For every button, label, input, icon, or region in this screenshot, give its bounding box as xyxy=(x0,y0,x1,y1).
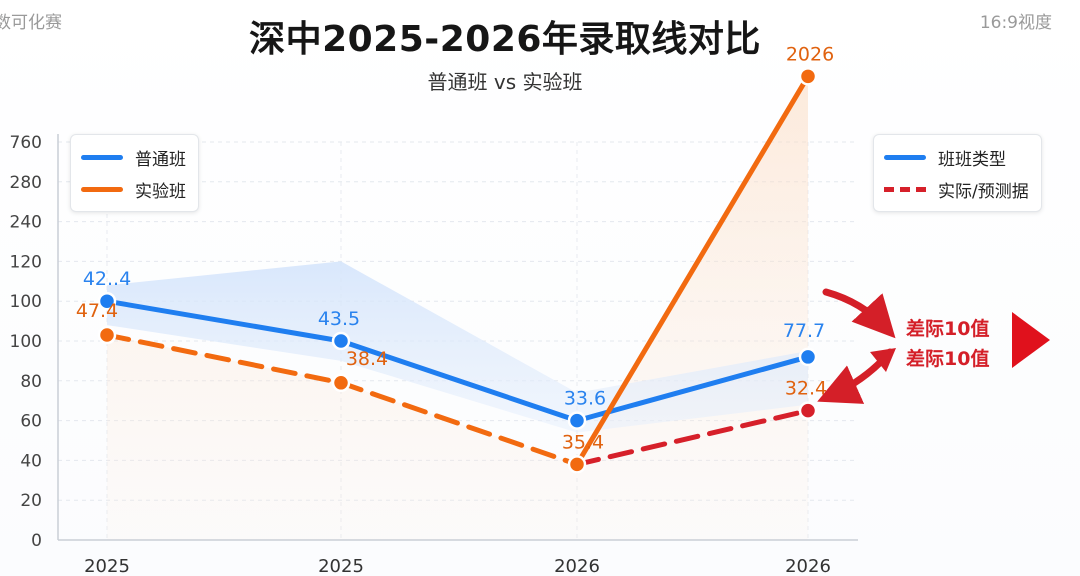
y-tick-label: 100 xyxy=(10,292,42,312)
x-tick-label: 2025 xyxy=(318,556,364,576)
legend-label: 实验班 xyxy=(135,181,186,202)
experimental-data-point xyxy=(331,373,351,393)
play-triangle-icon xyxy=(1012,312,1050,368)
experimental-data-label: 38.4 xyxy=(346,348,388,370)
y-tick-label: 80 xyxy=(20,372,42,392)
regular-data-label: 33.6 xyxy=(564,388,606,410)
legend-label: 班班类型 xyxy=(938,149,1006,170)
y-tick-label: 100 xyxy=(10,332,42,352)
y-tick-label: 280 xyxy=(10,173,42,193)
legend-right: 班班类型 实际/预测据 xyxy=(873,134,1042,212)
chart-subtitle: 普通班 vs 实验班 xyxy=(427,70,583,94)
experimental-2026-data-label: 2026 xyxy=(786,43,834,65)
legend-left: 普通班 实验班 xyxy=(70,134,199,212)
legend-swatch-orange xyxy=(81,186,123,192)
series-line-2 xyxy=(574,73,811,467)
legend-swatch-blue xyxy=(884,154,926,160)
y-tick-label: 240 xyxy=(10,213,42,233)
legend-label: 普通班 xyxy=(135,149,186,170)
y-tick-label: 120 xyxy=(10,252,42,272)
experimental-data-label: 35.4 xyxy=(562,431,604,453)
corner-label-right: 16:9视度 xyxy=(979,13,1052,33)
annotation-arrow-upper xyxy=(822,288,896,339)
y-tick-label: 40 xyxy=(20,451,42,471)
forecast-data-point xyxy=(798,401,818,420)
regular-data-point xyxy=(567,411,587,430)
experimental-data-point xyxy=(97,325,117,345)
series-line-0 xyxy=(104,298,811,424)
legend-label: 实际/预测据 xyxy=(938,181,1029,202)
regular-data-point xyxy=(97,291,117,311)
experimental-2026-data-point xyxy=(798,67,818,86)
regular-confidence-band xyxy=(107,261,808,433)
y-tick-label: 20 xyxy=(20,491,42,511)
regular-data-label: 42..4 xyxy=(83,268,131,290)
annotation-label-lower: 差际10值 xyxy=(906,348,990,370)
corner-label-left: 数可化赛 xyxy=(0,13,62,33)
y-tick-label: 760 xyxy=(10,133,42,153)
annotation-label-upper: 差际10值 xyxy=(906,318,990,340)
series-line-3 xyxy=(574,408,811,467)
x-tick-label: 2025 xyxy=(84,556,130,576)
experimental-data-label: 47.4 xyxy=(76,300,118,322)
x-tick-label: 2026 xyxy=(785,556,831,576)
legend-item-class-type: 班班类型 xyxy=(884,141,1029,173)
regular-data-point xyxy=(798,347,818,367)
y-tick-label: 60 xyxy=(20,412,42,432)
annotation-arrow-lower-head xyxy=(870,348,896,372)
regular-data-point xyxy=(331,331,351,351)
x-tick-label: 2026 xyxy=(554,556,600,576)
chart-title: 深中2025-2026年录取线对比 xyxy=(249,19,761,60)
forecast-data-label: 32.4 xyxy=(785,378,827,400)
legend-swatch-red-dashed xyxy=(884,186,926,192)
regular-data-label: 43.5 xyxy=(318,308,360,330)
y-tick-label: 0 xyxy=(31,531,42,551)
legend-swatch-blue xyxy=(81,154,123,160)
legend-item-actual-forecast: 实际/预测据 xyxy=(884,173,1029,205)
legend-item-experimental: 实验班 xyxy=(81,173,186,205)
experimental-data-point xyxy=(567,455,587,474)
legend-item-regular: 普通班 xyxy=(81,141,186,173)
regular-data-label: 77.7 xyxy=(783,320,825,342)
